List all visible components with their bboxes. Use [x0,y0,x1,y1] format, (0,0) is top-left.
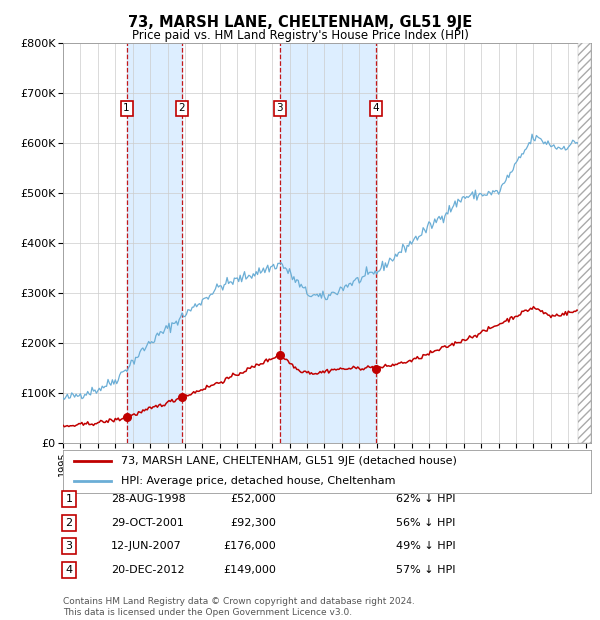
Bar [127,43,182,443]
Text: £52,000: £52,000 [230,494,276,504]
Text: 56% ↓ HPI: 56% ↓ HPI [396,518,455,528]
Text: 73, MARSH LANE, CHELTENHAM, GL51 9JE: 73, MARSH LANE, CHELTENHAM, GL51 9JE [128,16,472,30]
Text: HPI: Average price, detached house, Cheltenham: HPI: Average price, detached house, Chel… [121,476,395,486]
Text: 49% ↓ HPI: 49% ↓ HPI [396,541,455,551]
Text: 62% ↓ HPI: 62% ↓ HPI [396,494,455,504]
Text: £149,000: £149,000 [223,565,276,575]
Text: 4: 4 [65,565,73,575]
Text: 2: 2 [179,104,185,113]
Text: 12-JUN-2007: 12-JUN-2007 [111,541,182,551]
Text: £92,300: £92,300 [230,518,276,528]
Text: 1: 1 [65,494,73,504]
Text: 73, MARSH LANE, CHELTENHAM, GL51 9JE (detached house): 73, MARSH LANE, CHELTENHAM, GL51 9JE (de… [121,456,457,466]
Text: 29-OCT-2001: 29-OCT-2001 [111,518,184,528]
Text: 3: 3 [277,104,283,113]
Text: 20-DEC-2012: 20-DEC-2012 [111,565,185,575]
Text: 2: 2 [65,518,73,528]
Text: 4: 4 [373,104,379,113]
Bar [578,43,591,443]
Text: 3: 3 [65,541,73,551]
Text: Contains HM Land Registry data © Crown copyright and database right 2024.
This d: Contains HM Land Registry data © Crown c… [63,598,415,617]
Text: £176,000: £176,000 [223,541,276,551]
Text: 57% ↓ HPI: 57% ↓ HPI [396,565,455,575]
Bar [280,43,376,443]
Text: 28-AUG-1998: 28-AUG-1998 [111,494,186,504]
Text: Price paid vs. HM Land Registry's House Price Index (HPI): Price paid vs. HM Land Registry's House … [131,29,469,42]
Text: 1: 1 [123,104,130,113]
